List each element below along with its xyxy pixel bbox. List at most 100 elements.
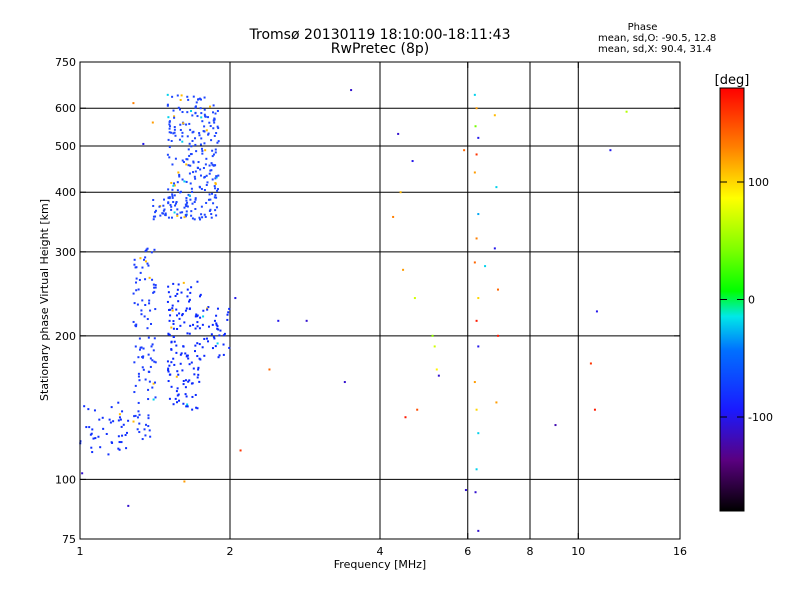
data-point [205,157,208,160]
data-point [216,188,219,191]
data-point [473,93,476,96]
data-point [210,333,213,336]
data-point [216,327,219,330]
data-point [161,212,164,215]
data-point [210,162,213,165]
data-point [188,363,191,366]
data-point [192,323,195,326]
data-point [194,198,197,201]
data-point [216,325,219,328]
data-point [118,441,121,444]
data-point [91,451,94,454]
data-point [215,322,218,325]
colorbar: [deg] 100 0 -100 [715,73,773,512]
data-point [210,169,213,172]
data-point [191,408,194,411]
data-point [188,379,191,382]
data-point [167,196,170,199]
data-point [205,337,208,340]
data-point [199,98,202,101]
data-point [167,201,170,204]
data-point [211,178,214,181]
data-point [137,356,140,359]
data-point [203,96,206,99]
data-point [223,332,226,335]
phase-stats-title: Phase [627,22,658,33]
data-point [200,187,203,190]
data-point [163,208,166,211]
data-point [190,361,193,364]
data-point [593,408,596,411]
data-point [625,110,628,113]
data-point [180,94,183,97]
data-point [196,321,199,324]
data-point [173,194,176,197]
data-point [173,115,176,118]
data-point [152,198,155,201]
data-point [477,345,480,348]
data-point [189,291,192,294]
data-point [216,307,219,310]
data-point [211,323,214,326]
data-point [136,303,139,306]
data-point [192,95,195,98]
data-point [199,218,202,221]
data-point [153,286,156,289]
data-point [216,141,219,144]
data-point [496,288,499,291]
data-point [210,139,213,142]
data-point [208,172,211,175]
data-point [209,125,212,128]
data-point [178,173,181,176]
data-point [146,262,149,265]
data-point [186,288,189,291]
data-point [167,188,170,191]
data-point [212,335,215,338]
data-point [207,340,210,343]
data-point [117,419,120,422]
data-point [226,313,229,316]
data-point [147,425,150,428]
data-point [152,283,155,286]
x-tick-label: 6 [464,545,471,558]
data-point [171,307,174,310]
data-point [143,315,146,318]
data-point [435,368,438,371]
data-point [212,164,215,167]
data-point [108,418,111,421]
data-point [132,420,135,423]
data-point [191,114,194,117]
data-point [183,206,186,209]
data-point [554,424,557,427]
data-point [213,185,216,188]
data-point [214,177,217,180]
data-point [186,295,189,298]
data-point [179,108,182,111]
data-point [119,418,122,421]
data-point [98,418,101,421]
data-point [144,423,147,426]
data-point [148,302,151,305]
data-point [404,416,407,419]
y-tick-label: 400 [55,186,76,199]
data-point [182,122,185,125]
data-point [147,264,150,267]
data-point [199,293,202,296]
data-point [185,180,188,183]
data-point [159,214,162,217]
data-point [198,132,201,135]
data-point [226,318,229,321]
data-point [199,107,202,110]
data-point [138,337,141,340]
data-point [196,166,199,169]
y-tick-label: 500 [55,140,76,153]
data-point [134,345,137,348]
data-point [167,291,170,294]
data-point [148,370,151,373]
data-point [168,308,171,311]
data-point [215,132,218,135]
data-point [135,277,138,280]
data-point [147,398,150,401]
data-point [178,312,181,315]
data-point [475,408,478,411]
